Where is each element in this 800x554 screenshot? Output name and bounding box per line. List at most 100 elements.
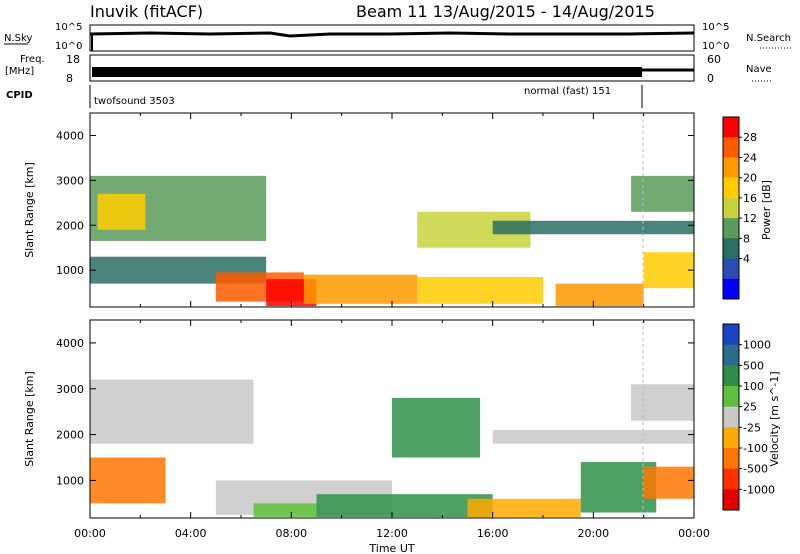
velocity-ytick-label-0: 1000: [56, 474, 84, 487]
velocity-region-4: [316, 494, 493, 518]
x-axis-label: Time UT: [368, 542, 414, 554]
velocity-region-8: [643, 466, 694, 499]
beam-date-title: Beam 11 13/Aug/2015 - 14/Aug/2015: [356, 2, 655, 21]
velocity-colorbar-frame: [722, 323, 740, 511]
station-title: Inuvik (fitACF): [90, 2, 204, 21]
power-region-2: [97, 193, 146, 230]
x-axis-ticks: 00:00 04:00 08:00 12:00 16:00 20:00 00:00: [74, 527, 710, 540]
velocity-cbar-tick-0: 1000: [743, 339, 771, 352]
x-tick-5: 20:00: [577, 527, 609, 540]
x-tick-2: 08:00: [275, 527, 307, 540]
cpid-label: CPID: [6, 90, 33, 101]
velocity-ytick-label-2: 3000: [56, 383, 84, 396]
velocity-colorbar-swatch-6: [723, 448, 739, 470]
velocity-colorbar-swatch-4: [723, 406, 739, 428]
velocity-ytick-label-3: 4000: [56, 337, 84, 350]
power-region-7: [555, 283, 644, 307]
velocity-colorbar: [722, 323, 740, 511]
freq-tick-bottom: 8: [66, 72, 73, 85]
velocity-colorbar-ticks: 1000 500 100 25 -25 -100 -500 -1000: [739, 339, 775, 496]
power-colorbar-swatch-0: [723, 117, 739, 138]
nave-tick-bottom: 0: [707, 72, 714, 85]
power-cbar-tick-4: 12: [743, 212, 757, 225]
power-region-8: [643, 252, 694, 289]
power-cbar-tick-1: 24: [743, 151, 757, 164]
power-y-axis-label: Slant Range [km]: [23, 162, 36, 258]
power-ytick-label-2: 3000: [56, 174, 84, 187]
velocity-region-3: [253, 503, 317, 518]
cpid-mode-normal: normal (fast) 151: [524, 86, 611, 97]
velocity-colorbar-swatch-0: [723, 324, 739, 346]
x-tick-4: 16:00: [477, 527, 509, 540]
power-region-5: [303, 274, 418, 304]
nsearch-tick-top: 10^5: [702, 22, 729, 33]
velocity-cbar-tick-1: 500: [743, 359, 764, 372]
power-y-ticks: 1000 2000 3000 4000: [56, 113, 695, 307]
velocity-y-ticks: 1000 2000 3000 4000: [56, 320, 695, 518]
power-cbar-tick-5: 8: [743, 232, 750, 245]
velocity-region-5: [392, 397, 481, 458]
power-region-10: [492, 220, 694, 235]
velocity-region-6: [467, 498, 581, 518]
x-tick-3: 12:00: [376, 527, 408, 540]
power-colorbar-swatch-6: [723, 238, 739, 260]
power-colorbar-swatch-2: [723, 157, 739, 179]
power-colorbar-swatch-8: [723, 278, 739, 300]
freq-label-1: Freq.: [20, 54, 45, 65]
x-tick-6: 00:00: [678, 527, 710, 540]
x-tick-0: 00:00: [74, 527, 106, 540]
power-colorbar-label: Power [dB]: [760, 180, 773, 240]
power-region-6: [417, 276, 543, 304]
freq-label-2: [MHz]: [5, 66, 34, 77]
velocity-region-0: [90, 379, 254, 444]
power-cbar-tick-3: 16: [743, 192, 757, 205]
freq-tick-top: 18: [66, 53, 80, 66]
velocity-region-1: [90, 457, 166, 504]
power-colorbar-swatch-3: [723, 177, 739, 199]
power-colorbar-ticks: 28 24 20 16 12 8 4: [739, 131, 757, 266]
x-tick-1: 04:00: [175, 527, 207, 540]
velocity-colorbar-swatch-7: [723, 468, 739, 490]
power-colorbar-swatch-5: [723, 218, 739, 239]
nsearch-tick-bottom: 10^0: [702, 41, 729, 52]
power-ytick-label-1: 2000: [56, 219, 84, 232]
velocity-colorbar-swatch-2: [723, 365, 739, 387]
velocity-colorbar-swatch-3: [723, 386, 739, 408]
velocity-cbar-tick-4: -25: [743, 421, 761, 434]
velocity-y-axis-label: Slant Range [km]: [23, 371, 36, 467]
nsky-label: N.Sky: [4, 33, 32, 44]
nsky-panel: [89, 24, 695, 52]
velocity-region-10: [631, 384, 694, 421]
freq-block: [92, 67, 642, 77]
cpid-mode-twofsound: twofsound 3503: [94, 96, 175, 107]
nsky-tick-bottom: 10^0: [55, 41, 82, 52]
nsky-tick-top: 10^5: [55, 22, 82, 33]
nsearch-label: N.Search: [746, 33, 791, 44]
velocity-cbar-tick-3: 25: [743, 401, 757, 414]
power-colorbar-swatch-1: [723, 137, 739, 158]
power-cbar-tick-6: 4: [743, 253, 750, 266]
power-ytick-label-3: 4000: [56, 129, 84, 142]
nave-label: Nave: [746, 64, 772, 75]
freq-panel: [89, 54, 695, 82]
power-heatmap-cells: [90, 175, 694, 307]
power-colorbar-swatch-7: [723, 258, 739, 280]
nsky-trace: [89, 31, 695, 38]
velocity-cbar-tick-5: -100: [743, 442, 768, 455]
power-cbar-tick-2: 20: [743, 172, 757, 185]
power-region-11: [631, 175, 694, 212]
power-colorbar: [722, 116, 740, 300]
power-colorbar-frame: [722, 116, 740, 300]
velocity-colorbar-label: Velocity [m s^-1]: [768, 371, 781, 466]
velocity-colorbar-swatch-1: [723, 344, 739, 366]
power-colorbar-swatch-4: [723, 197, 739, 219]
velocity-heatmap-cells: [90, 379, 694, 518]
velocity-cbar-tick-6: -500: [743, 463, 768, 476]
velocity-ytick-label-1: 2000: [56, 429, 84, 442]
velocity-region-9: [492, 430, 694, 444]
power-cbar-tick-0: 28: [743, 131, 757, 144]
velocity-colorbar-swatch-8: [723, 489, 739, 511]
nave-tick-top: 60: [707, 53, 721, 66]
velocity-colorbar-swatch-5: [723, 427, 739, 449]
